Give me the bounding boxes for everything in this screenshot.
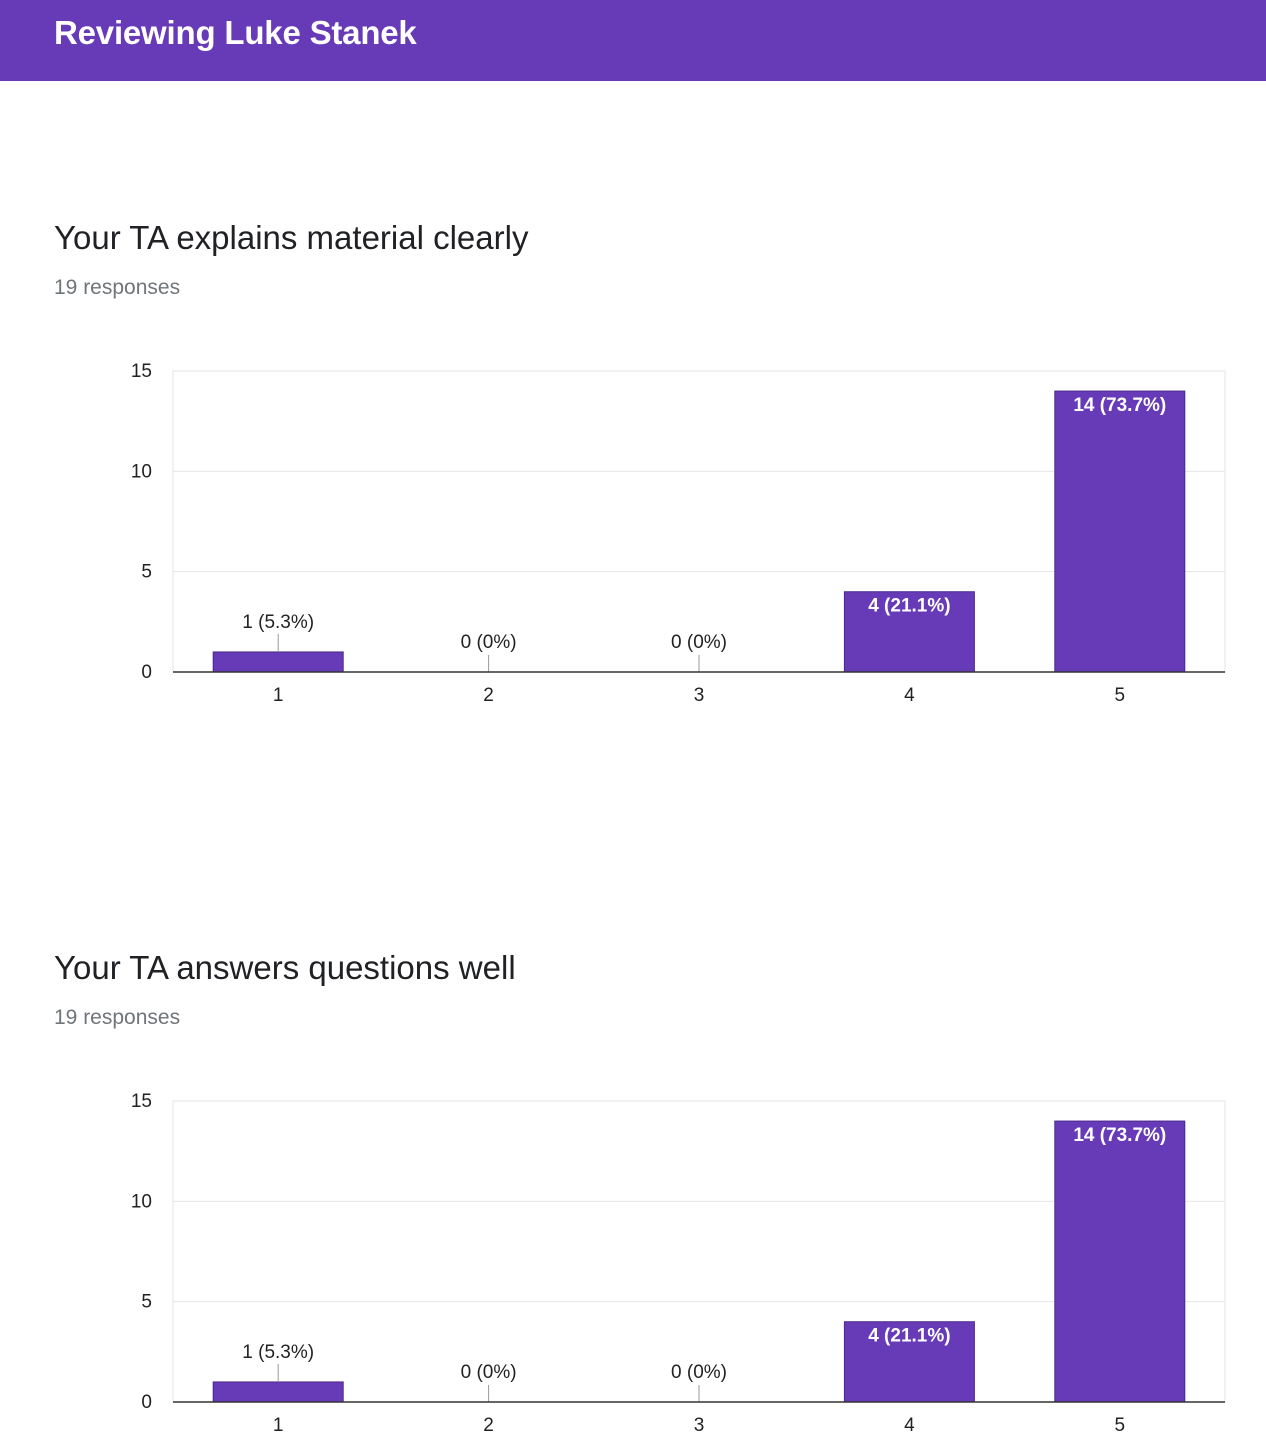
x-tick-label: 2	[483, 685, 494, 706]
x-tick-label: 5	[1115, 1415, 1126, 1436]
bar-chart: 0 5 10 15 1 (5.3%) 1 0 (0%) 2 0 (0%) 3 4 (21.1%) 4 1…	[0, 349, 1266, 709]
response-count: 19 responses	[54, 276, 181, 299]
x-tick-label: 4	[904, 1415, 915, 1436]
chart-svg: 0 5 10 15 1 (5.3%) 1 0 (0%) 2 0 (0%) 3 4 (21.1%) 4 1…	[131, 361, 1226, 706]
y-tick-label: 0	[141, 662, 152, 683]
data-label: 0 (0%)	[461, 1362, 517, 1383]
x-tick-label: 4	[904, 685, 915, 706]
bar	[843, 1321, 975, 1403]
bar	[843, 591, 975, 673]
data-label: 0 (0%)	[671, 1362, 727, 1383]
bar	[212, 1381, 344, 1403]
data-label: 1 (5.3%)	[242, 1342, 314, 1363]
data-label: 0 (0%)	[461, 632, 517, 653]
data-label: 4 (21.1%)	[868, 596, 950, 617]
x-tick-label: 1	[273, 685, 284, 706]
x-tick-label: 1	[273, 1415, 284, 1436]
y-tick-label: 10	[131, 1191, 152, 1212]
response-count: 19 responses	[54, 1006, 181, 1029]
x-tick-label: 5	[1115, 685, 1126, 706]
x-tick-label: 2	[483, 1415, 494, 1436]
data-label: 1 (5.3%)	[242, 612, 314, 633]
chart-svg: 0 5 10 15 1 (5.3%) 1 0 (0%) 2 0 (0%) 3 4 (21.1%) 4 1…	[131, 1091, 1226, 1436]
y-tick-label: 15	[131, 1091, 152, 1112]
bar	[1054, 390, 1186, 673]
data-label: 14 (73.7%)	[1073, 395, 1166, 416]
bar	[212, 651, 344, 673]
form-title: Reviewing Luke Stanek	[54, 14, 417, 51]
question-title: Your TA answers questions well	[54, 949, 516, 986]
x-tick-label: 3	[694, 1415, 705, 1436]
question-title: Your TA explains material clearly	[54, 219, 529, 256]
y-tick-label: 15	[131, 361, 152, 382]
y-tick-label: 5	[141, 562, 152, 583]
y-tick-label: 0	[141, 1392, 152, 1413]
y-tick-label: 5	[141, 1292, 152, 1313]
bar	[1054, 1120, 1186, 1403]
data-label: 4 (21.1%)	[868, 1326, 950, 1347]
x-tick-label: 3	[694, 685, 705, 706]
bar-chart: 0 5 10 15 1 (5.3%) 1 0 (0%) 2 0 (0%) 3 4 (21.1%) 4 1…	[0, 1079, 1266, 1439]
form-header: Reviewing Luke Stanek	[0, 0, 1266, 81]
y-tick-label: 10	[131, 461, 152, 482]
data-label: 0 (0%)	[671, 632, 727, 653]
data-label: 14 (73.7%)	[1073, 1125, 1166, 1146]
